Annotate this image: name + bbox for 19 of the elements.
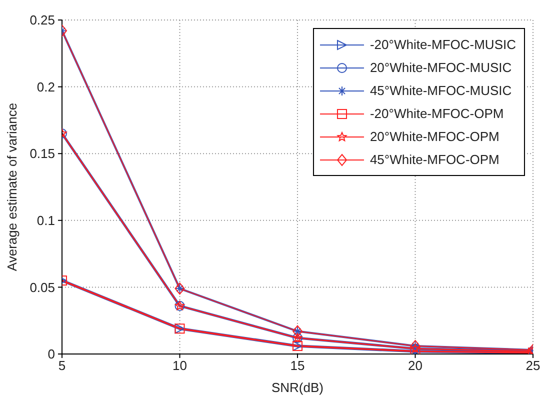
x-tick-label: 15 [290,358,305,374]
y-tick-label: 0.15 [30,146,55,162]
x-tick-label: 5 [58,358,66,374]
x-tick-label: 10 [172,358,187,374]
legend-label: -20°White-MFOC-MUSIC [370,37,516,52]
legend-label: 20°White-MFOC-OPM [370,129,500,144]
y-axis-title: Average estimate of variance [4,102,20,272]
legend-label: -20°White-MFOC-OPM [370,106,504,121]
y-tick-label: 0.25 [30,12,55,28]
y-tick-label: 0.1 [36,213,55,228]
legend-label: 20°White-MFOC-MUSIC [370,60,512,75]
x-tick-label: 20 [408,358,422,374]
legend-label: 45°White-MFOC-MUSIC [370,83,512,98]
x-axis-title: SNR(dB) [271,380,324,395]
y-tick-label: 0.05 [30,280,55,295]
y-tick-label: 0 [48,346,55,362]
legend-label: 45°White-MFOC-OPM [370,152,500,167]
x-tick-label: 25 [526,358,540,374]
y-tick-label: 0.2 [36,79,55,94]
